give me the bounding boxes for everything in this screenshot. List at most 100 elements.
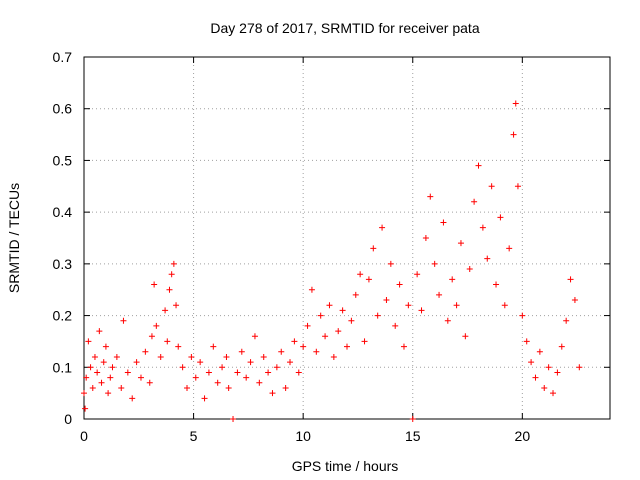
data-point (405, 302, 412, 309)
grid-lines (84, 57, 610, 419)
data-point (151, 281, 158, 288)
data-point (317, 312, 324, 319)
data-point (374, 312, 381, 319)
data-point (205, 369, 212, 376)
data-point (475, 162, 482, 169)
data-point (541, 384, 548, 391)
data-point (431, 260, 438, 267)
data-point (512, 100, 519, 107)
data-point (550, 390, 557, 397)
data-point (153, 322, 160, 329)
data-point (118, 384, 125, 391)
data-point (214, 379, 221, 386)
data-point (251, 333, 258, 340)
data-point (100, 359, 107, 366)
data-point (497, 214, 504, 221)
data-point (462, 333, 469, 340)
data-point (168, 271, 175, 278)
data-point (536, 348, 543, 355)
data-point (326, 302, 333, 309)
data-point (238, 348, 245, 355)
data-point (265, 369, 272, 376)
data-point (484, 255, 491, 262)
data-point (576, 364, 583, 371)
data-point (87, 364, 94, 371)
data-point (344, 343, 350, 350)
data-point (173, 302, 180, 309)
data-point (107, 374, 114, 381)
data-point (282, 384, 289, 391)
data-point (82, 405, 89, 412)
data-point (157, 353, 164, 360)
data-point (449, 276, 456, 283)
data-point (102, 343, 109, 350)
y-tick-label: 0.1 (53, 359, 73, 375)
axis-ticks (83, 56, 610, 420)
data-point (387, 260, 394, 267)
x-tick-label: 20 (515, 428, 531, 444)
data-point (179, 364, 186, 371)
y-tick-label: 0 (64, 411, 72, 427)
y-tick-label: 0.7 (53, 49, 73, 65)
data-point (436, 291, 443, 298)
data-point (554, 369, 561, 376)
data-point (83, 374, 90, 381)
x-axis-label: GPS time / hours (292, 458, 399, 474)
data-point (162, 307, 169, 314)
data-point (501, 302, 508, 309)
y-axis-label: SRMTID / TECUs (6, 183, 22, 293)
data-point (81, 390, 87, 397)
data-point (166, 286, 173, 293)
data-point (96, 328, 103, 335)
data-point (418, 307, 425, 314)
data-point (510, 131, 517, 138)
data-point (330, 353, 337, 360)
data-point (278, 348, 285, 355)
data-point (146, 379, 153, 386)
chart-title: Day 278 of 2017, SRMTID for receiver pat… (210, 20, 479, 36)
data-point (488, 183, 495, 190)
y-tick-label: 0.2 (53, 308, 73, 324)
data-point (466, 266, 473, 273)
data-point (322, 333, 329, 340)
x-tick-label: 0 (80, 428, 88, 444)
data-point (247, 359, 254, 366)
data-point (370, 245, 377, 252)
data-point (273, 364, 280, 371)
data-point (197, 359, 204, 366)
plot-frame (83, 56, 611, 420)
data-point (148, 333, 155, 340)
data-point (170, 260, 177, 267)
data-point (137, 374, 144, 381)
y-tick-label: 0.3 (53, 256, 73, 272)
y-tick-labels: 0 0.1 0.2 0.3 0.4 0.5 0.6 0.7 (53, 49, 73, 427)
data-point (113, 353, 120, 360)
data-point (304, 322, 311, 329)
data-point (124, 369, 131, 376)
data-point (453, 302, 460, 309)
data-point (188, 353, 195, 360)
x-tick-label: 10 (295, 428, 311, 444)
data-point (457, 240, 464, 247)
data-point (210, 343, 217, 350)
data-point (225, 384, 232, 391)
data-point (230, 416, 237, 422)
data-point (365, 276, 372, 283)
data-point (201, 395, 208, 402)
data-point (422, 235, 429, 241)
data-point (523, 338, 530, 345)
data-point (98, 379, 105, 386)
data-point (444, 317, 451, 324)
data-point (357, 271, 364, 278)
data-point (175, 343, 182, 350)
data-points (81, 100, 583, 422)
y-tick-label: 0.6 (53, 101, 73, 117)
y-tick-label: 0.5 (53, 152, 73, 168)
data-point (120, 317, 127, 324)
data-point (414, 271, 421, 278)
data-point (348, 317, 355, 324)
data-point (300, 343, 307, 350)
data-point (105, 390, 112, 397)
data-point (192, 374, 199, 381)
data-point (85, 338, 92, 345)
